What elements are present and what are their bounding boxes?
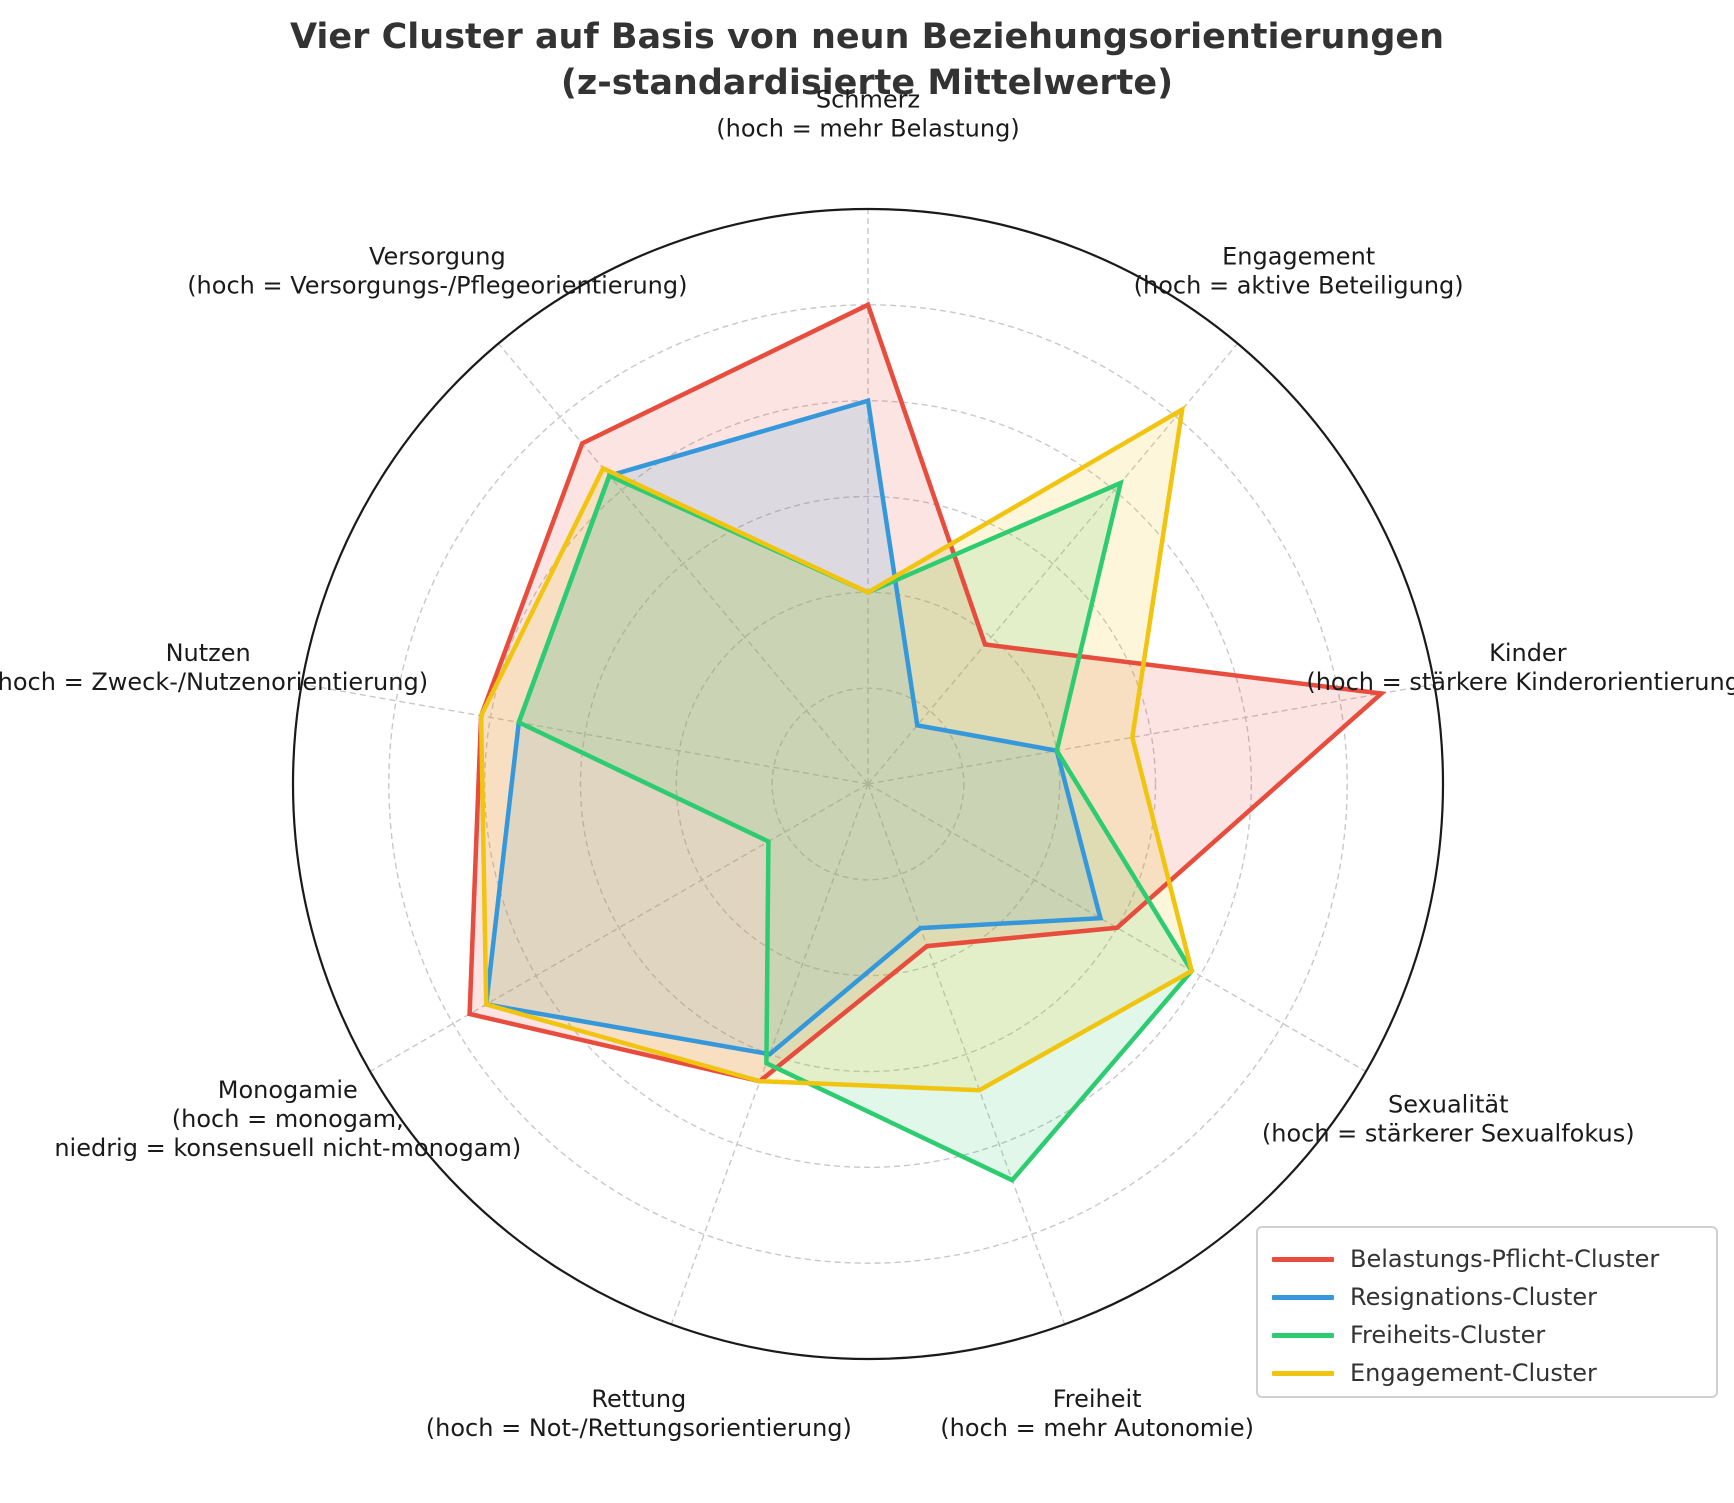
legend-item: Engagement-Cluster bbox=[1272, 1354, 1702, 1392]
axis-label-line: Schmerz bbox=[816, 86, 920, 114]
legend-swatch bbox=[1272, 1370, 1334, 1376]
legend: Belastungs-Pflicht-Cluster Resignations-C… bbox=[1256, 1226, 1718, 1398]
series-fill bbox=[518, 475, 1192, 1181]
legend-item: Resignations-Cluster bbox=[1272, 1278, 1702, 1316]
axis-label-line: (hoch = monogam, bbox=[172, 1105, 404, 1133]
series-fill bbox=[481, 409, 1192, 1091]
axis-label-line: Freiheit bbox=[1053, 1385, 1142, 1413]
axis-spoke bbox=[670, 783, 869, 1325]
axis-label: Kinder (hoch = stärkere Kinderorientierun… bbox=[1306, 639, 1734, 696]
legend-label: Belastungs-Pflicht-Cluster bbox=[1350, 1245, 1660, 1273]
axis-spoke bbox=[867, 343, 1239, 785]
axis-label-line: (hoch = Versorgungs-/Pflegeorientierung) bbox=[187, 271, 687, 299]
series-line bbox=[478, 405, 1195, 1093]
axis-label-line: (hoch = mehr Autonomie) bbox=[940, 1414, 1254, 1442]
legend-label: Resignations-Cluster bbox=[1350, 1283, 1598, 1311]
axis-label: Monogamie (hoch = monogam, niedrig = konse… bbox=[54, 1076, 521, 1162]
legend-swatch bbox=[1272, 1332, 1334, 1338]
axis-label: Freiheit (hoch = mehr Autonomie) bbox=[940, 1385, 1254, 1442]
axis-label: Rettung (hoch = Not-/Rettungsorientierung… bbox=[426, 1385, 852, 1442]
series-fill bbox=[486, 400, 1101, 1055]
axis-label-line: Rettung bbox=[591, 1385, 686, 1413]
legend-item: Belastungs-Pflicht-Cluster bbox=[1272, 1240, 1702, 1278]
series-line bbox=[515, 472, 1195, 1183]
legend-swatch bbox=[1272, 1256, 1334, 1262]
outer-frame bbox=[291, 207, 1445, 1361]
legend-label: Engagement-Cluster bbox=[1350, 1359, 1597, 1387]
axis-spoke bbox=[867, 783, 1066, 1325]
axis-label: Schmerz (hoch = mehr Belastung) bbox=[716, 86, 1019, 143]
axis-label-line: Monogamie bbox=[218, 1076, 358, 1104]
axis-label-line: (hoch = mehr Belastung) bbox=[716, 115, 1019, 143]
axis-label-line: Nutzen bbox=[166, 639, 251, 667]
series-fill bbox=[469, 304, 1382, 1082]
axis-label: Sexualität (hoch = stärkerer Sexualfokus) bbox=[1262, 1091, 1635, 1148]
legend-swatch bbox=[1272, 1294, 1334, 1300]
axis-spoke bbox=[497, 343, 869, 785]
chart-title-line-1: Vier Cluster auf Basis von neun Beziehun… bbox=[289, 17, 1445, 57]
axis-label-line: (hoch = stärkerer Sexualfokus) bbox=[1262, 1120, 1635, 1148]
series-line-layer bbox=[467, 301, 1387, 1183]
axis-label-layer: Schmerz (hoch = mehr Belastung) Engagement… bbox=[0, 86, 1734, 1443]
axis-spoke bbox=[301, 683, 869, 785]
axis-label: Versorgung (hoch = Versorgungs-/Pflegeori… bbox=[187, 242, 687, 299]
axis-spoke bbox=[369, 783, 869, 1073]
axis-label-line: (hoch = stärkere Kinderorientierung) bbox=[1306, 668, 1734, 696]
axis-spoke bbox=[867, 783, 1367, 1073]
axis-spoke bbox=[867, 683, 1435, 785]
axis-label-line: Sexualität bbox=[1388, 1091, 1509, 1119]
legend-item: Freiheits-Cluster bbox=[1272, 1316, 1702, 1354]
axis-label-line: Engagement bbox=[1222, 242, 1375, 270]
series-line bbox=[467, 301, 1387, 1084]
axis-label-line: niedrig = konsensuell nicht-monogam) bbox=[54, 1134, 521, 1162]
chart-title-line-2: (z-standardisierte Mittelwerte) bbox=[560, 63, 1174, 103]
axis-label-line: (hoch = Not-/Rettungsorientierung) bbox=[426, 1414, 852, 1442]
axis-label-line: Kinder bbox=[1489, 639, 1567, 667]
grid-layer bbox=[291, 207, 1445, 1361]
chart-title: Vier Cluster auf Basis von neun Beziehun… bbox=[0, 14, 1734, 106]
gridline-ring bbox=[388, 304, 1348, 1264]
axis-label: Nutzen (hoch = Zweck-/Nutzenorientierung) bbox=[0, 639, 428, 696]
axis-label-line: (hoch = aktive Beteiligung) bbox=[1134, 271, 1464, 299]
gridline-ring bbox=[579, 495, 1157, 1073]
legend-label: Freiheits-Cluster bbox=[1350, 1321, 1546, 1349]
series-fill-layer bbox=[469, 304, 1382, 1181]
axis-label: Engagement (hoch = aktive Beteiligung) bbox=[1134, 242, 1464, 299]
axis-label-line: (hoch = Zweck-/Nutzenorientierung) bbox=[0, 668, 428, 696]
axis-label-line: Versorgung bbox=[369, 242, 506, 270]
